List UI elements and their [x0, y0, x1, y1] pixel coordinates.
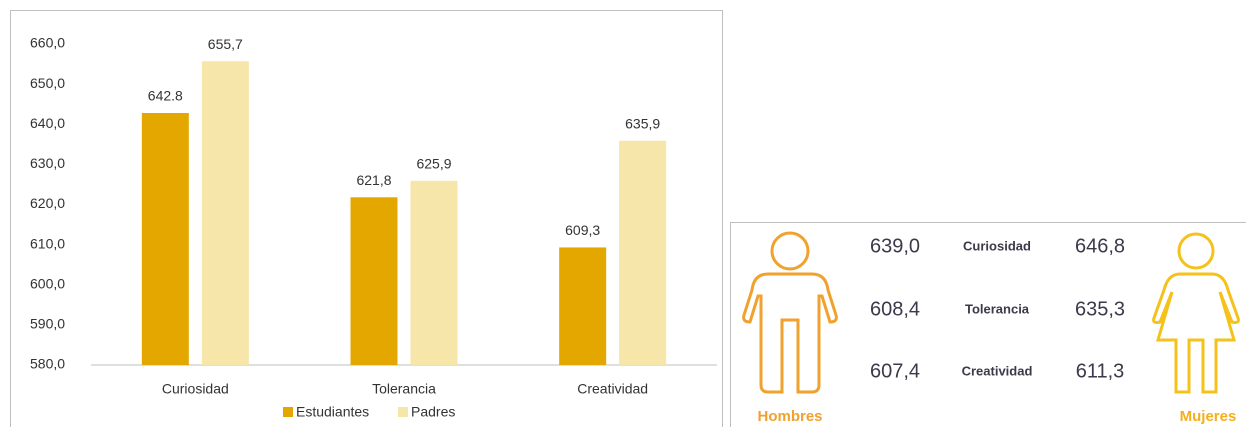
- value-label: 635,9: [625, 115, 660, 131]
- bar: [559, 247, 607, 365]
- man-icon: [742, 231, 838, 394]
- x-tick-label: Tolerancia: [372, 381, 436, 397]
- y-tick-label: 660,0: [30, 35, 65, 51]
- right-value: 646,8: [1075, 235, 1125, 257]
- y-tick-label: 600,0: [30, 275, 65, 291]
- left-value: 607,4: [870, 360, 920, 382]
- y-tick-label: 590,0: [30, 316, 65, 332]
- woman-icon: [1152, 232, 1240, 394]
- right-label: Mujeres: [1180, 408, 1237, 425]
- y-tick-label: 630,0: [30, 155, 65, 171]
- legend-label: Estudiantes: [296, 404, 369, 420]
- value-label: 642.8: [148, 88, 183, 104]
- left-label: Hombres: [757, 408, 822, 425]
- y-tick-label: 620,0: [30, 195, 65, 211]
- y-tick-label: 640,0: [30, 115, 65, 131]
- chart-frame: [10, 10, 723, 427]
- row-label: Creatividad: [962, 363, 1033, 378]
- x-tick-label: Creatividad: [577, 381, 648, 397]
- row-label: Tolerancia: [965, 301, 1030, 316]
- comparison-frame: [730, 222, 1246, 427]
- right-value: 611,3: [1076, 360, 1125, 382]
- value-label: 621,8: [356, 172, 391, 188]
- legend-swatch: [283, 407, 293, 417]
- y-tick-label: 610,0: [30, 235, 65, 251]
- bar: [410, 180, 458, 365]
- y-tick-label: 650,0: [30, 75, 65, 91]
- value-label: 625,9: [416, 156, 451, 172]
- value-label: 655,7: [208, 36, 243, 52]
- y-tick-label: 580,0: [30, 356, 65, 372]
- left-value: 608,4: [870, 298, 920, 320]
- right-value: 635,3: [1075, 298, 1125, 320]
- legend-swatch: [398, 407, 408, 417]
- legend-label: Padres: [411, 404, 455, 420]
- bar: [141, 113, 189, 365]
- x-tick-label: Curiosidad: [162, 381, 229, 397]
- bar: [350, 197, 398, 365]
- bar: [201, 61, 249, 365]
- value-label: 609,3: [565, 222, 600, 238]
- bar: [619, 140, 667, 365]
- left-value: 639,0: [870, 235, 920, 257]
- row-label: Curiosidad: [963, 238, 1031, 253]
